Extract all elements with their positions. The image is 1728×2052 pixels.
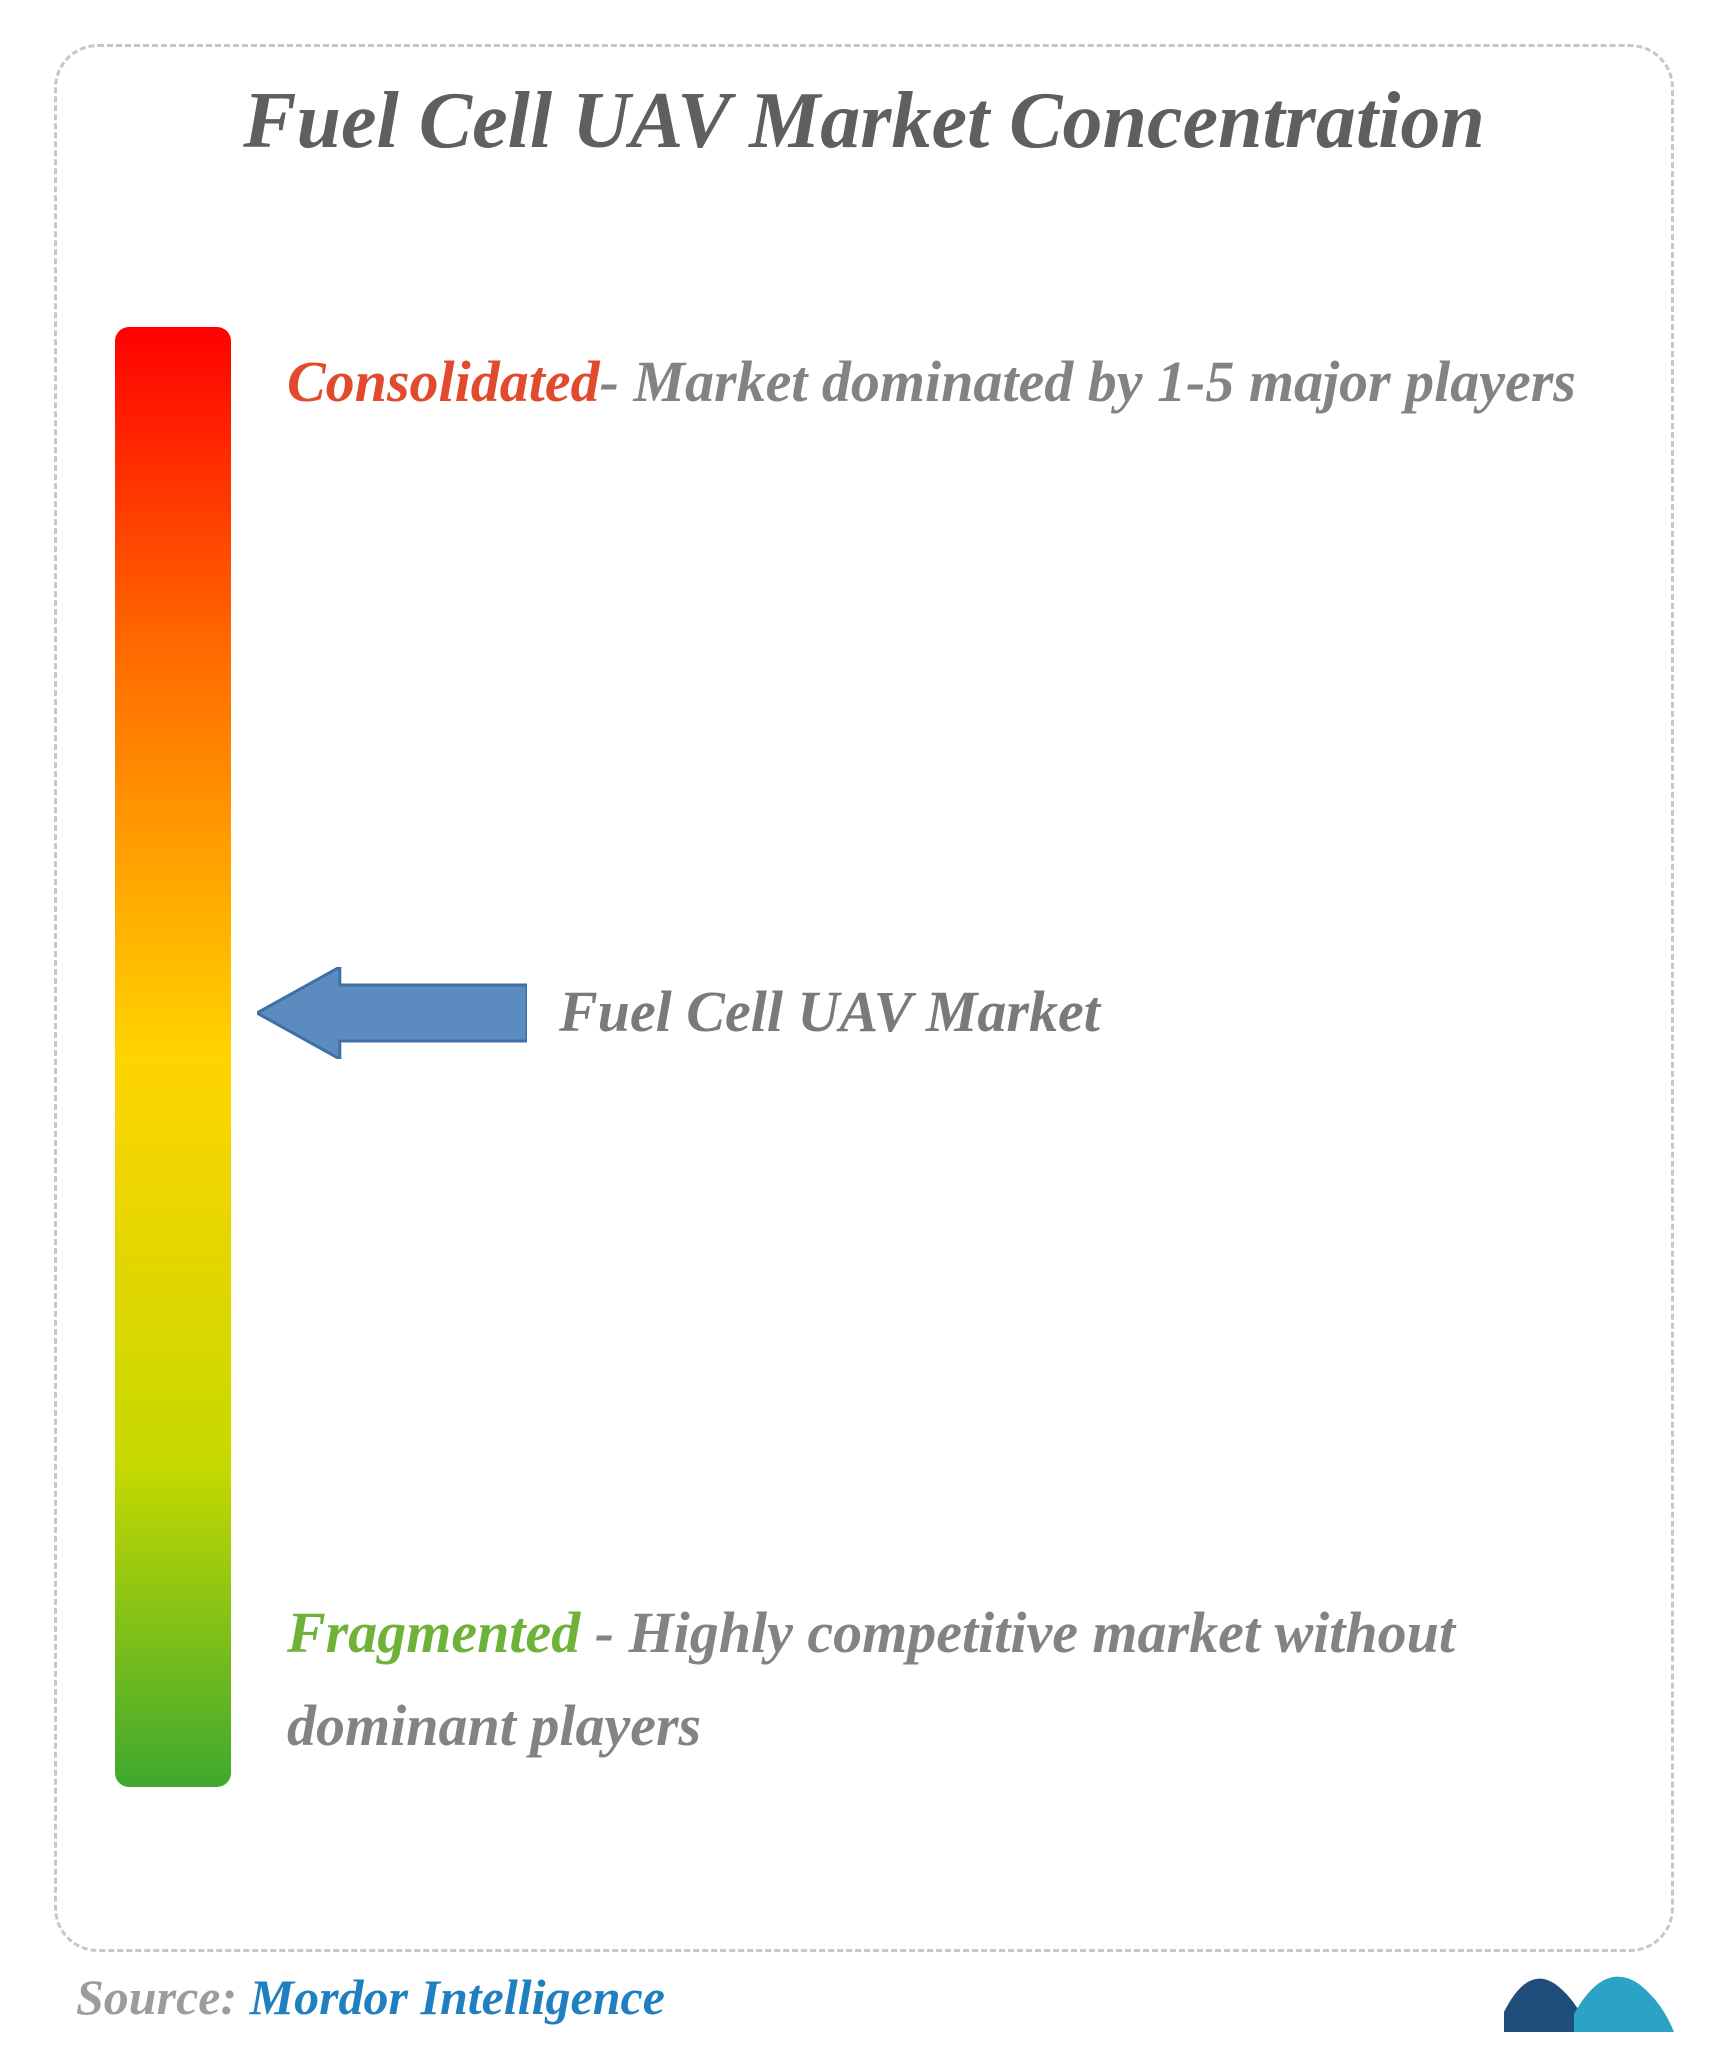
market-label: Fuel Cell UAV Market — [559, 978, 1100, 1045]
consolidated-caption: Consolidated- Market dominated by 1-5 ma… — [287, 337, 1617, 427]
source-value: Mordor Intelligence — [237, 1969, 665, 2025]
source-key: Source: — [76, 1969, 237, 2025]
consolidated-lead: Consolidated — [287, 349, 600, 414]
concentration-spectrum-bar — [115, 327, 231, 1787]
page-title: Fuel Cell UAV Market Concentration — [57, 77, 1671, 165]
arrow-left-icon — [257, 967, 527, 1059]
fragmented-caption: Fragmented - Highly competitive market w… — [287, 1587, 1627, 1773]
market-position-marker: Fuel Cell UAV Market — [257, 967, 527, 1059]
concentration-card: Fuel Cell UAV Market Concentration Conso… — [54, 44, 1674, 1952]
source-line: Source: Mordor Intelligence — [76, 1968, 665, 2026]
fragmented-lead: Fragmented — [287, 1600, 580, 1665]
logo-wave-light — [1574, 1977, 1674, 2032]
mordor-logo — [1504, 1932, 1674, 2032]
consolidated-rest: - Market dominated by 1-5 major players — [600, 349, 1576, 414]
